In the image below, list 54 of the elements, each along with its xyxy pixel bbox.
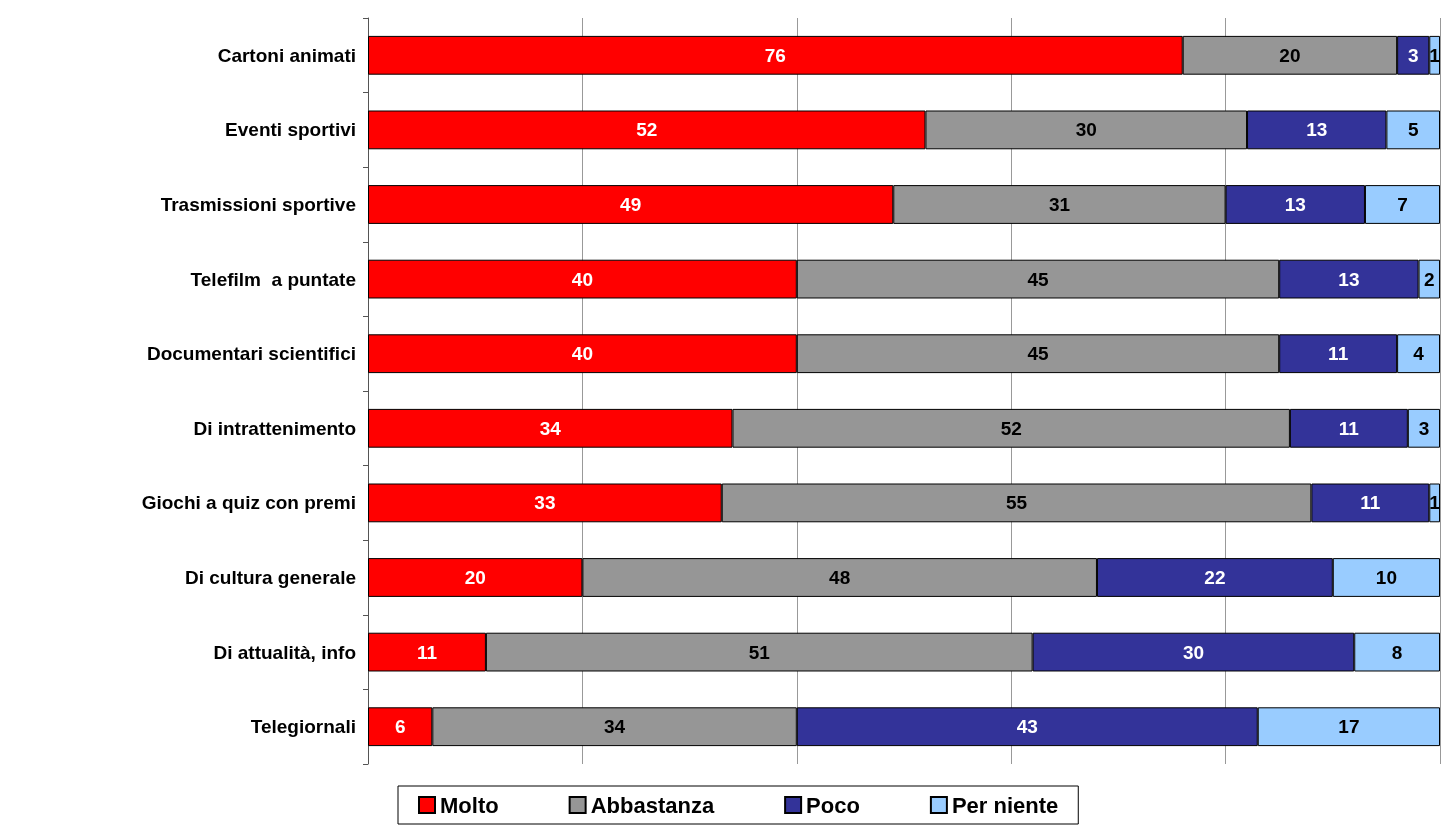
- data-label: 45: [1027, 268, 1049, 290]
- data-label: 10: [1375, 567, 1397, 588]
- data-label: 45: [1027, 343, 1049, 365]
- legend-label: Poco: [806, 792, 860, 818]
- y-tick-label: Di attualità, info: [213, 641, 356, 663]
- data-label: 13: [1284, 194, 1306, 215]
- data-label: 2: [1423, 268, 1435, 290]
- y-tick-label: Telegiornali: [250, 716, 356, 738]
- data-label: 33: [534, 492, 556, 514]
- y-tick-label: Cartoni animati: [217, 44, 356, 66]
- y-tick-label: Documentari scientifici: [146, 343, 356, 365]
- data-label: 8: [1391, 641, 1403, 663]
- legend-label: Molto: [440, 792, 499, 818]
- data-label: 55: [1005, 492, 1028, 514]
- data-label: 30: [1182, 641, 1205, 663]
- data-label: 11: [1328, 343, 1349, 365]
- data-label: 52: [636, 119, 658, 141]
- data-label: 6: [394, 716, 406, 738]
- data-label: 20: [1279, 44, 1301, 66]
- data-label: 34: [603, 716, 626, 738]
- data-label: 1: [1429, 492, 1441, 514]
- legend-label: Per niente: [951, 792, 1059, 818]
- data-label: 5: [1407, 119, 1419, 141]
- data-label: 17: [1338, 716, 1360, 738]
- data-label: 7: [1397, 194, 1408, 215]
- data-label: 3: [1407, 44, 1419, 66]
- data-label: 48: [829, 567, 851, 588]
- y-tick-label: Telefilm a puntate: [190, 268, 356, 290]
- data-label: 3: [1418, 417, 1430, 439]
- data-label: 40: [571, 343, 593, 365]
- data-label: 30: [1075, 119, 1097, 141]
- data-label: 76: [764, 44, 786, 66]
- y-tick-label: Di intrattenimento: [193, 417, 356, 439]
- data-label: 11: [1338, 417, 1360, 439]
- data-label: 11: [416, 641, 438, 663]
- data-label: 1: [1429, 44, 1441, 66]
- data-label: 13: [1338, 268, 1360, 290]
- data-label: 34: [539, 417, 562, 439]
- data-label: 22: [1204, 567, 1226, 588]
- y-tick-label: Giochi a quiz con premi: [141, 492, 356, 514]
- data-label: 43: [1016, 716, 1038, 738]
- data-label: 11: [1360, 492, 1381, 514]
- y-tick-label: Eventi sportivi: [225, 119, 356, 141]
- data-label: 20: [464, 567, 486, 588]
- y-tick-label: Di cultura generale: [184, 567, 356, 588]
- data-label: 40: [571, 268, 593, 290]
- data-label: 4: [1413, 343, 1425, 365]
- y-tick-label: Trasmissioni sportive: [160, 194, 356, 215]
- data-label: 52: [1000, 417, 1022, 439]
- data-label: 31: [1048, 194, 1071, 215]
- data-label: 49: [620, 194, 642, 215]
- data-label: 13: [1306, 119, 1328, 141]
- legend-label: Abbastanza: [590, 792, 715, 818]
- data-label: 51: [748, 641, 771, 663]
